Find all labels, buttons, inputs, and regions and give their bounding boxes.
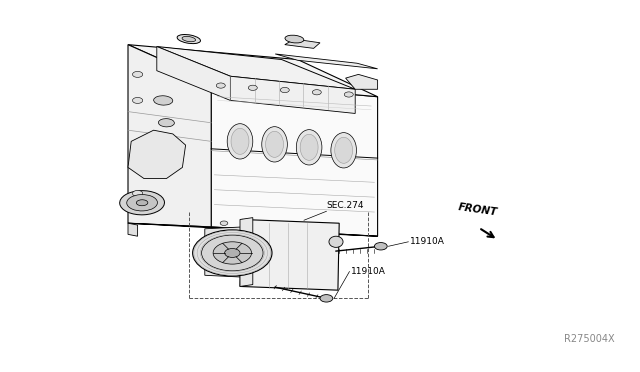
- Polygon shape: [128, 223, 138, 236]
- Ellipse shape: [300, 134, 318, 160]
- Text: SEC.274: SEC.274: [326, 201, 364, 210]
- Ellipse shape: [177, 35, 200, 44]
- Polygon shape: [128, 223, 378, 236]
- Text: R275004X: R275004X: [564, 334, 614, 344]
- Ellipse shape: [262, 127, 287, 162]
- Circle shape: [255, 222, 263, 227]
- Polygon shape: [128, 45, 378, 97]
- Text: 11910A: 11910A: [351, 267, 385, 276]
- Circle shape: [280, 87, 289, 93]
- Circle shape: [213, 242, 252, 264]
- Ellipse shape: [329, 236, 343, 247]
- Polygon shape: [128, 45, 211, 227]
- Circle shape: [202, 235, 263, 271]
- Circle shape: [225, 248, 240, 257]
- Polygon shape: [157, 46, 355, 89]
- Polygon shape: [275, 54, 378, 69]
- Circle shape: [216, 83, 225, 88]
- Polygon shape: [346, 74, 378, 89]
- Ellipse shape: [285, 35, 304, 43]
- Polygon shape: [211, 82, 378, 236]
- Circle shape: [132, 97, 143, 103]
- Ellipse shape: [335, 137, 353, 163]
- Polygon shape: [240, 218, 253, 286]
- Circle shape: [320, 295, 333, 302]
- Polygon shape: [205, 227, 243, 277]
- Ellipse shape: [120, 190, 164, 215]
- Ellipse shape: [159, 119, 174, 127]
- Circle shape: [248, 85, 257, 90]
- Circle shape: [132, 71, 143, 77]
- Ellipse shape: [127, 195, 157, 211]
- Polygon shape: [157, 46, 230, 100]
- Ellipse shape: [136, 200, 148, 206]
- Ellipse shape: [266, 131, 284, 157]
- Polygon shape: [128, 130, 186, 179]
- Ellipse shape: [227, 124, 253, 159]
- Circle shape: [132, 190, 143, 196]
- Ellipse shape: [296, 130, 322, 165]
- Text: 11910A: 11910A: [410, 237, 444, 246]
- Circle shape: [312, 90, 321, 95]
- Polygon shape: [230, 76, 355, 113]
- Circle shape: [326, 225, 333, 230]
- Circle shape: [291, 224, 298, 228]
- Circle shape: [193, 230, 272, 276]
- Ellipse shape: [231, 128, 249, 154]
- Circle shape: [344, 92, 353, 97]
- Text: FRONT: FRONT: [458, 202, 499, 218]
- Ellipse shape: [154, 96, 173, 105]
- Ellipse shape: [331, 133, 356, 168]
- Polygon shape: [285, 39, 320, 48]
- Circle shape: [374, 243, 387, 250]
- Polygon shape: [240, 219, 339, 290]
- Circle shape: [220, 221, 228, 225]
- Ellipse shape: [182, 36, 196, 42]
